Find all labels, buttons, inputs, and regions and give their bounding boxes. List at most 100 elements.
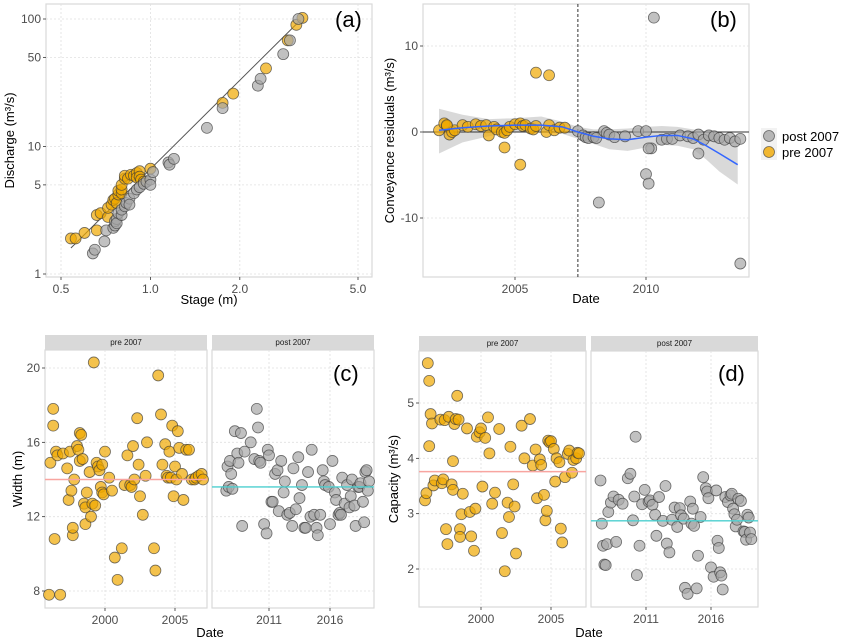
pre-2007-point xyxy=(554,522,567,535)
y-tick-label: 20 xyxy=(27,361,41,375)
pre-2007-point xyxy=(76,453,89,465)
pre-2007-point xyxy=(54,588,67,601)
pre-2007-point xyxy=(183,443,195,456)
y-tick-label: 8 xyxy=(33,584,40,598)
post-2007-point xyxy=(608,131,621,144)
pre-2007-point xyxy=(524,413,536,425)
post-2007-point xyxy=(702,492,715,505)
pre-2007-point xyxy=(115,542,128,555)
pre-2007-point xyxy=(482,411,494,424)
pre-2007-point xyxy=(518,452,531,465)
pre-2007-point xyxy=(69,232,82,245)
pre-2007-point xyxy=(260,62,272,75)
post-2007-point xyxy=(734,257,747,270)
post-2007-point xyxy=(324,518,336,530)
post-2007-point xyxy=(663,546,676,559)
pre-2007-point xyxy=(498,141,511,154)
y-tick-label: 3 xyxy=(407,507,414,521)
pre-2007-point xyxy=(176,468,188,480)
post-2007-point xyxy=(296,479,308,491)
x-tick-label: 2016 xyxy=(698,612,725,626)
post-2007-point xyxy=(238,445,251,458)
post-2007-point xyxy=(731,513,743,526)
x-tick-label: 5.0 xyxy=(350,282,367,296)
x-axis-label: Stage (m) xyxy=(180,292,237,307)
post-2007-point xyxy=(226,482,239,495)
post-2007-point xyxy=(260,527,273,540)
post-2007-point xyxy=(252,421,264,434)
post-2007-point xyxy=(254,456,267,469)
pre-2007-point xyxy=(227,87,240,100)
y-tick-label: -10 xyxy=(401,211,419,225)
post-2007-point xyxy=(360,464,373,477)
pre-2007-point xyxy=(543,69,555,82)
legend-post-label: post 2007 xyxy=(782,129,839,144)
pre-2007-point xyxy=(556,536,569,549)
pre-2007-point xyxy=(540,504,553,517)
y-tick-label: 2 xyxy=(407,562,414,576)
pre-2007-point xyxy=(89,499,102,512)
plot-panel xyxy=(590,350,759,608)
post-2007-point xyxy=(123,198,136,211)
pre-2007-point xyxy=(483,447,496,460)
pre-2007-point xyxy=(80,486,93,499)
pre-2007-point xyxy=(139,469,152,482)
post-2007-point xyxy=(642,177,655,190)
post-2007-point xyxy=(745,533,758,546)
pre-2007-point xyxy=(510,547,522,560)
post-2007-point xyxy=(147,166,159,178)
post-2007-point xyxy=(633,539,646,552)
post-2007-point xyxy=(363,475,375,488)
pre-2007-point xyxy=(75,428,88,441)
pre-2007-point xyxy=(465,530,478,543)
x-axis-label: Date xyxy=(572,291,599,306)
x-tick-label: 2.0 xyxy=(231,282,248,296)
panel-a-discharge-vs-stage: 1 5 10 50 100 0.5 1.0 2.0 5.0 Stage (m) Discharge … xyxy=(2,3,373,307)
pre-2007-point xyxy=(127,440,139,452)
pre-2007-point xyxy=(177,494,190,506)
x-axis-label: Date xyxy=(575,625,602,640)
post-2007-point xyxy=(629,430,642,443)
legend-pre-marker xyxy=(763,146,775,158)
facet-post-2007: post 2007 2011 2016 xyxy=(590,336,759,626)
pre-2007-point xyxy=(61,462,74,475)
post-2007-point xyxy=(314,508,327,521)
pre-2007-point xyxy=(476,480,489,493)
post-2007-point xyxy=(628,490,641,503)
pre-2007-point xyxy=(141,436,153,449)
legend-post-marker xyxy=(763,130,775,142)
pre-2007-point xyxy=(538,488,550,501)
post-2007-point xyxy=(640,125,652,138)
facet-post-2007: post 2007 2011 2016 xyxy=(211,335,375,627)
post-2007-point xyxy=(316,464,329,477)
post-2007-point xyxy=(716,583,729,596)
pre-2007-point xyxy=(423,374,436,387)
y-tick-label: 0 xyxy=(411,125,418,139)
post-2007-point xyxy=(638,483,651,496)
post-2007-point xyxy=(734,132,747,145)
x-tick-label: 0.5 xyxy=(53,282,70,296)
facet-pre-2007: pre 2007 2000 2005 8 12 16 20 xyxy=(27,335,209,627)
pre-2007-point xyxy=(535,459,548,471)
pre-2007-point xyxy=(111,573,124,586)
pre-2007-point xyxy=(440,119,453,132)
post-2007-point xyxy=(299,521,312,534)
pre-2007-point xyxy=(48,533,61,545)
y-axis-label: Conveyance residuals (m³/s) xyxy=(382,58,397,223)
pre-2007-point xyxy=(134,490,146,503)
pre-2007-point xyxy=(503,511,515,523)
x-tick-label: 2011 xyxy=(256,613,282,627)
pre-2007-point xyxy=(507,478,520,491)
pre-2007-point xyxy=(447,455,459,468)
post-2007-point xyxy=(263,449,275,462)
post-2007-point xyxy=(302,466,314,478)
pre-2007-point xyxy=(420,487,433,500)
pre-2007-point xyxy=(96,458,109,471)
post-2007-point xyxy=(610,535,622,548)
pre-2007-point xyxy=(447,483,459,496)
plot-panel xyxy=(45,3,373,278)
pre-2007-point xyxy=(454,531,466,543)
pre-2007-point xyxy=(44,456,57,469)
pre-2007-point xyxy=(167,490,180,503)
